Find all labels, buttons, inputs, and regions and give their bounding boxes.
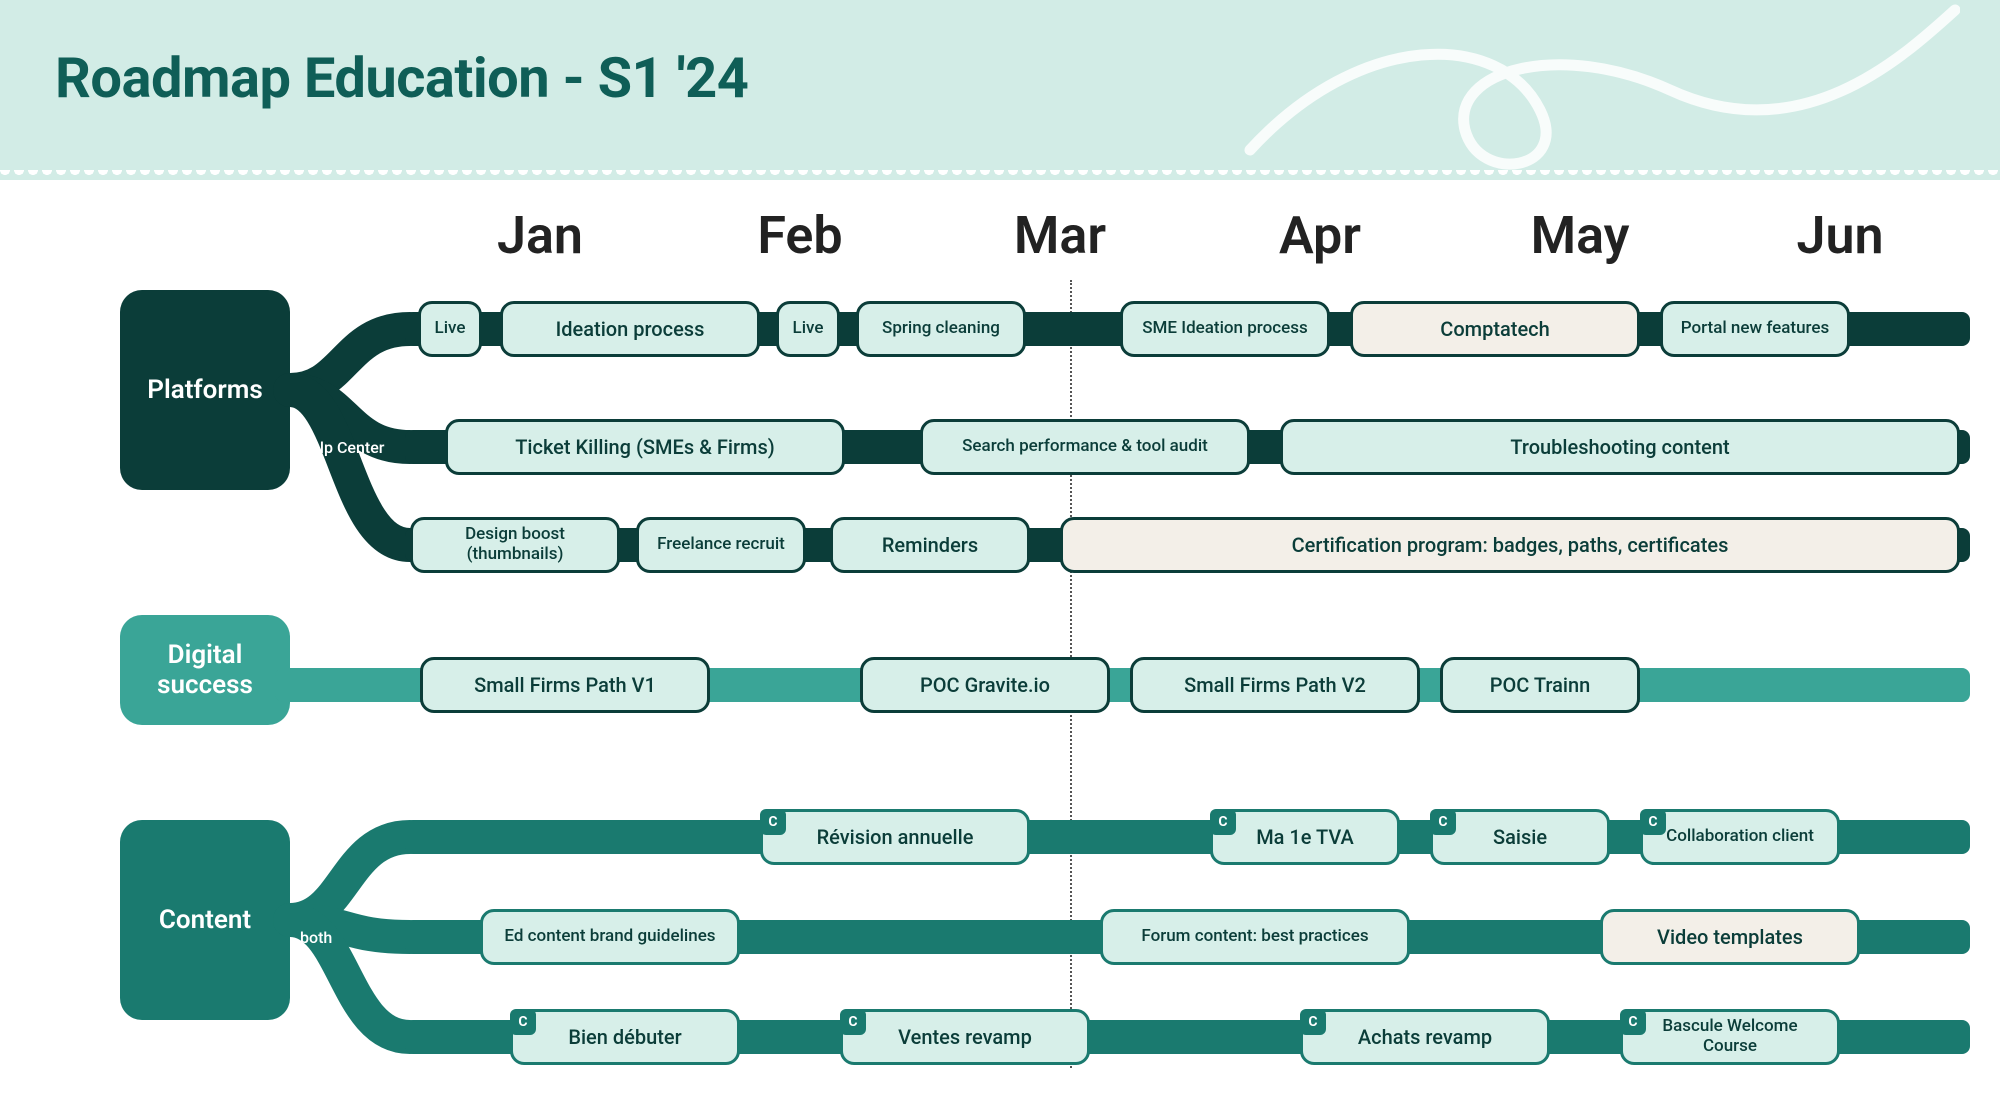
task: Live bbox=[418, 301, 482, 357]
task: Ma 1e TVAC bbox=[1210, 809, 1400, 865]
task: Bascule Welcome CourseC bbox=[1620, 1009, 1840, 1065]
task: Troubleshooting content bbox=[1280, 419, 1960, 475]
task: Reminders bbox=[830, 517, 1030, 573]
task: Video templates bbox=[1600, 909, 1860, 965]
sublabel-helpcenter: Help Center bbox=[300, 438, 384, 457]
roadmap-chart: PlatformsCommunityLiveIdeation processLi… bbox=[0, 280, 2000, 1098]
task: Live bbox=[776, 301, 840, 357]
decorative-squiggle bbox=[1240, 0, 1960, 180]
task: Small Firms Path V2 bbox=[1130, 657, 1420, 713]
task: POC Gravite.io bbox=[860, 657, 1110, 713]
category-content: Content bbox=[120, 820, 290, 1020]
month-header: Feb bbox=[670, 205, 930, 266]
badge-c: C bbox=[1640, 809, 1666, 835]
badge-c: C bbox=[1430, 809, 1456, 835]
task: POC Trainn bbox=[1440, 657, 1640, 713]
task: Design boost (thumbnails) bbox=[410, 517, 620, 573]
task: Freelance recruit bbox=[636, 517, 806, 573]
sublabel-both: both bbox=[300, 928, 332, 947]
task: Ideation process bbox=[500, 301, 760, 357]
task: Certification program: badges, paths, ce… bbox=[1060, 517, 1960, 573]
month-header: Mar bbox=[930, 205, 1190, 266]
task: SME Ideation process bbox=[1120, 301, 1330, 357]
task: Spring cleaning bbox=[856, 301, 1026, 357]
month-header: Jun bbox=[1710, 205, 1970, 266]
month-header: Jan bbox=[410, 205, 670, 266]
task: Forum content: best practices bbox=[1100, 909, 1410, 965]
badge-c: C bbox=[510, 1009, 536, 1035]
task: Comptatech bbox=[1350, 301, 1640, 357]
task: Ed content brand guidelines bbox=[480, 909, 740, 965]
badge-c: C bbox=[760, 809, 786, 835]
task: Collaboration clientC bbox=[1640, 809, 1840, 865]
task: Achats revampC bbox=[1300, 1009, 1550, 1065]
page-title: Roadmap Education - S1 '24 bbox=[55, 45, 748, 111]
category-platforms: Platforms bbox=[120, 290, 290, 490]
month-header: Apr bbox=[1190, 205, 1450, 266]
task: Portal new features bbox=[1660, 301, 1850, 357]
badge-c: C bbox=[1210, 809, 1236, 835]
task: Small Firms Path V1 bbox=[420, 657, 710, 713]
months-row: JanFebMarAprMayJun bbox=[410, 205, 1970, 266]
task: SaisieC bbox=[1430, 809, 1610, 865]
month-header: May bbox=[1450, 205, 1710, 266]
badge-c: C bbox=[1300, 1009, 1326, 1035]
task: Search performance & tool audit bbox=[920, 419, 1250, 475]
task: Ticket Killing (SMEs & Firms) bbox=[445, 419, 845, 475]
task: Ventes revampC bbox=[840, 1009, 1090, 1065]
category-digital: Digital success bbox=[120, 615, 290, 725]
badge-c: C bbox=[1620, 1009, 1646, 1035]
badge-c: C bbox=[840, 1009, 866, 1035]
task: Bien débuterC bbox=[510, 1009, 740, 1065]
task: Révision annuelleC bbox=[760, 809, 1030, 865]
